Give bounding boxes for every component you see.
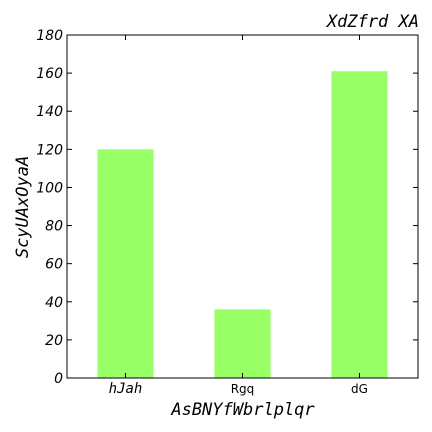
x-axis-ticks: hJah Rgq dG	[109, 35, 368, 397]
x-tick-label: hJah	[109, 381, 143, 397]
y-tick-label: 120	[36, 142, 63, 158]
y-tick-label: 40	[45, 295, 63, 311]
y-axis-label: ScyUAxOyaA	[13, 156, 33, 258]
x-axis-label: AsBNYfWbrlplqr	[170, 400, 315, 420]
y-tick-label: 80	[45, 219, 63, 235]
plot-frame	[66, 34, 419, 379]
y-tick-label: 180	[36, 28, 63, 44]
y-axis-ticks: 0 20 40 60 80 100 120 140 160 180	[36, 28, 418, 387]
x-tick-label: Rgq	[231, 382, 255, 396]
y-tick-label: 160	[36, 66, 63, 82]
bar-hJah	[97, 149, 154, 378]
y-tick-label: 20	[45, 333, 63, 349]
y-tick-label: 140	[36, 104, 63, 120]
bar-dG	[331, 71, 388, 379]
x-tick-label: dG	[351, 382, 368, 396]
y-tick-label: 0	[54, 371, 63, 387]
bars-group	[97, 71, 388, 379]
bar-Rgq	[214, 309, 271, 378]
y-tick-label: 60	[45, 257, 63, 273]
y-tick-label: 100	[36, 180, 63, 196]
chart-title: XdZfrd XA	[325, 12, 419, 32]
